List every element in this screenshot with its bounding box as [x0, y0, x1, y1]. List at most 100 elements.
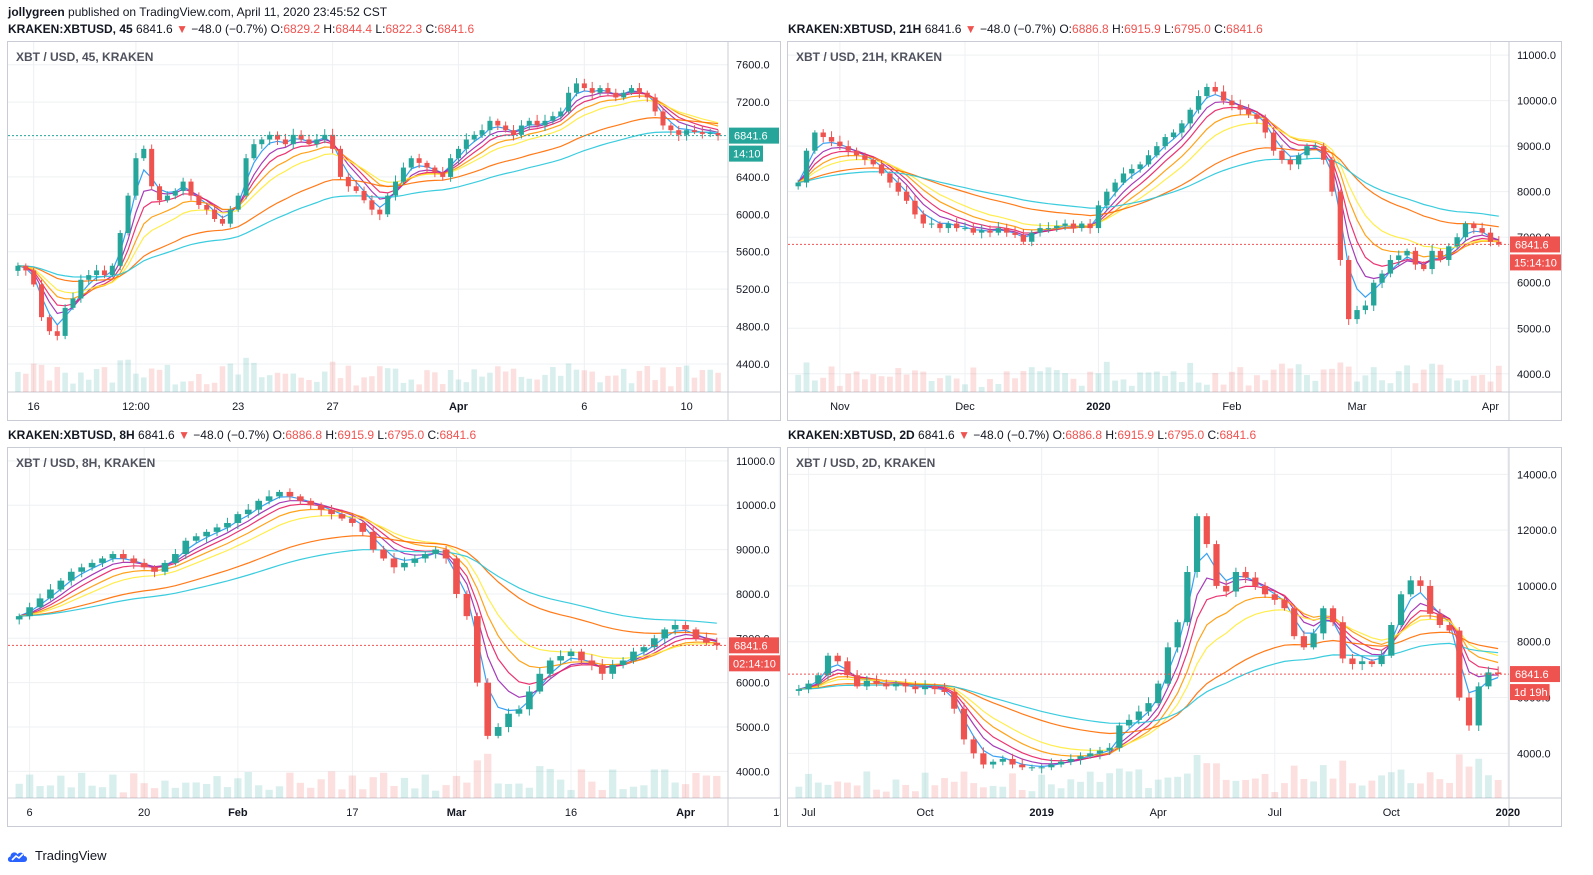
chart-canvas[interactable]: 4000.06000.08000.010000.012000.014000.0J… — [788, 448, 1561, 826]
candle-body — [306, 139, 312, 145]
volume-bar — [598, 789, 606, 798]
candle-body — [795, 182, 801, 187]
time-tick-label: 27 — [326, 401, 338, 413]
volume-bar — [442, 785, 450, 798]
candle-body — [1397, 594, 1405, 625]
candle-body — [903, 191, 910, 201]
volume-bar — [557, 375, 564, 392]
time-tick-label: Apr — [1150, 807, 1167, 819]
price-label: 6841.6 — [1515, 669, 1549, 681]
candle-body — [536, 673, 544, 692]
volume-bar — [1395, 371, 1402, 392]
volume-bar — [296, 782, 304, 798]
candle-body — [265, 496, 273, 501]
chart-panel-21h[interactable]: 4000.05000.06000.07000.08000.09000.01000… — [787, 41, 1562, 421]
candle-body — [267, 134, 273, 140]
volume-bar — [141, 377, 147, 392]
volume-bar — [78, 772, 86, 798]
candle-body — [636, 88, 642, 93]
chart-legend: XBT / USD, 8H, KRAKEN — [16, 456, 156, 470]
chart-panel-2d[interactable]: 4000.06000.08000.010000.012000.014000.0J… — [787, 447, 1562, 827]
volume-bar — [853, 371, 860, 392]
volume-bar — [660, 367, 666, 392]
time-tick-label: 16 — [28, 401, 40, 413]
volume-bar — [494, 783, 502, 798]
volume-bar — [629, 786, 638, 798]
candle-body — [1287, 159, 1293, 165]
volume-bar — [526, 378, 533, 392]
volume-bar — [937, 378, 943, 392]
candle-body — [1454, 237, 1460, 247]
volume-bar — [1242, 780, 1250, 798]
volume-bar — [620, 368, 627, 392]
candle-body — [854, 675, 861, 687]
candle-body — [453, 558, 460, 594]
chart-canvas[interactable]: 4000.05000.06000.07000.08000.09000.01000… — [8, 448, 780, 826]
candle-body — [1204, 86, 1210, 97]
candle-body — [432, 167, 438, 173]
candle-body — [511, 130, 517, 135]
author-name[interactable]: jollygreen — [8, 5, 65, 19]
volume-bar — [845, 373, 852, 392]
volume-bar — [811, 380, 818, 392]
volume-bar — [504, 783, 513, 798]
chart-panel-8h[interactable]: 4000.05000.06000.07000.08000.09000.01000… — [7, 447, 781, 827]
candle-body — [1187, 109, 1193, 124]
volume-bar — [795, 786, 803, 798]
candle-body — [526, 120, 532, 126]
volume-bar — [1153, 371, 1160, 392]
candle-body — [1195, 96, 1202, 110]
candle-body — [224, 522, 231, 528]
candle-body — [597, 88, 603, 93]
candle-body — [1368, 661, 1375, 665]
time-tick-label: 2019 — [1029, 807, 1053, 819]
volume-bar — [244, 772, 252, 798]
volume-bar — [125, 359, 131, 392]
candle-body — [1162, 137, 1168, 147]
volume-bar — [119, 792, 127, 798]
long-ma-line — [17, 116, 719, 283]
candle-body — [619, 660, 627, 665]
price-tick-label: 10000.0 — [736, 500, 776, 512]
candle-body — [400, 167, 406, 182]
ema-line — [17, 91, 719, 315]
volume-bar — [1174, 776, 1182, 798]
volume-bar — [1339, 760, 1347, 798]
candle-body — [878, 164, 885, 174]
candle-body — [421, 554, 429, 559]
candle-body — [385, 195, 391, 215]
ema-line — [18, 496, 717, 712]
chart-panel-45[interactable]: 4400.04800.05200.05600.06000.06400.06800… — [7, 41, 781, 421]
volume-bar — [1047, 784, 1055, 798]
tradingview-logo[interactable]: TradingView — [6, 848, 107, 863]
volume-bar — [989, 785, 997, 798]
high-value: 6915.9 — [1124, 22, 1161, 36]
volume-bar — [463, 382, 470, 392]
volume-bar — [707, 369, 713, 392]
chart-canvas[interactable]: 4000.05000.06000.07000.08000.09000.01000… — [788, 42, 1561, 420]
candle-body — [887, 173, 893, 183]
chart-canvas[interactable]: 4400.04800.05200.05600.06000.06400.06800… — [8, 42, 780, 420]
candle-body — [1212, 86, 1218, 92]
volume-bar — [329, 361, 336, 392]
volume-bar — [577, 769, 586, 798]
candle-body — [588, 660, 596, 665]
candle-body — [1213, 544, 1220, 586]
candle-body — [1038, 767, 1045, 769]
change: −48.0 (−0.7%) — [976, 22, 1060, 36]
volume-bar — [439, 384, 446, 392]
chart-legend: XBT / USD, 45, KRAKEN — [16, 50, 154, 64]
volume-bar — [1465, 766, 1473, 798]
candle-body — [1270, 132, 1277, 151]
candle-body — [931, 686, 938, 690]
volume-bar — [1487, 381, 1494, 392]
ema-line — [798, 577, 1499, 765]
candle-body — [1193, 516, 1201, 572]
volume-bar — [286, 772, 294, 798]
volume-bar — [1368, 780, 1376, 798]
volume-bar — [979, 787, 987, 798]
volume-bar — [377, 366, 383, 392]
volume-bar — [353, 385, 359, 392]
time-tick-label: Oct — [1383, 807, 1400, 819]
candle-body — [161, 562, 169, 572]
